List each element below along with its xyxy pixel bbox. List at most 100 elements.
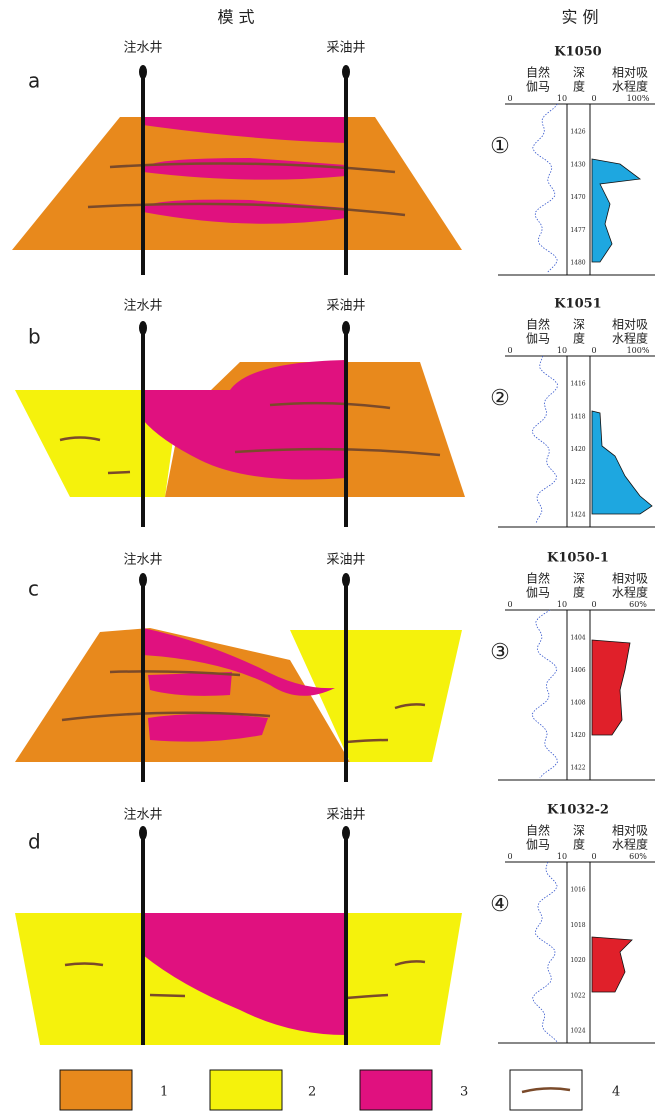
legend-swatch	[60, 1070, 132, 1110]
scale-label: 10	[557, 94, 567, 103]
absorb-profile	[592, 640, 630, 735]
case-number: ③	[490, 640, 510, 665]
depth-tick: 1477	[570, 227, 585, 234]
gamma-label: 自然	[526, 823, 550, 838]
injector-label: 注水井	[123, 808, 162, 823]
panel-label: b	[28, 325, 41, 349]
absorb-profile	[592, 937, 632, 992]
depth-tick: 1016	[570, 887, 585, 894]
gamma-curve	[533, 104, 558, 272]
well-head	[139, 65, 147, 79]
scale-label: 10	[557, 600, 567, 609]
absorb-profile	[592, 159, 640, 262]
depth-tick: 1018	[570, 922, 585, 929]
depth-tick: 1404	[570, 635, 585, 642]
producer-label: 采油井	[326, 808, 365, 823]
absorb-label: 相对吸	[612, 572, 648, 586]
gamma-label: 伽马	[526, 585, 550, 600]
depth-tick: 1480	[570, 260, 585, 267]
injector-label: 注水井	[123, 299, 162, 314]
example-header: 实 例	[561, 8, 598, 27]
scale-label: 100%	[627, 94, 650, 103]
depth-tick: 1406	[570, 667, 585, 674]
panel-label: a	[28, 69, 40, 93]
depth-label: 深	[573, 572, 585, 586]
case-number: ④	[490, 892, 510, 917]
legend-swatch	[510, 1070, 582, 1110]
panel-d-model	[15, 913, 462, 1045]
well-head	[342, 573, 350, 587]
scale-label: 100%	[627, 346, 650, 355]
absorb-label: 水程度	[612, 331, 648, 346]
gamma-curve	[532, 610, 557, 778]
depth-tick: 1020	[570, 957, 585, 964]
depth-tick: 1420	[570, 732, 585, 739]
legend-swatch	[360, 1070, 432, 1110]
gamma-label: 伽马	[526, 79, 550, 94]
model-header: 模 式	[217, 8, 254, 27]
scale-label: 0	[591, 852, 596, 861]
depth-tick: 1424	[570, 512, 585, 519]
producer-label: 采油井	[326, 41, 365, 56]
depth-label: 度	[573, 837, 585, 852]
diagram: 模 式 实 例	[0, 0, 666, 1120]
gamma-curve	[533, 862, 558, 1042]
depth-tick: 1422	[570, 765, 585, 772]
depth-tick: 1420	[570, 446, 585, 453]
legend-label: 4	[612, 1085, 620, 1100]
case-number: ①	[490, 134, 510, 159]
depth-label: 深	[573, 318, 585, 332]
depth-tick: 1024	[570, 1028, 585, 1035]
depth-label: 深	[573, 824, 585, 838]
depth-label: 深	[573, 66, 585, 80]
scale-label: 0	[507, 346, 512, 355]
scale-label: 0	[507, 600, 512, 609]
gamma-curve	[532, 356, 557, 524]
panel-c-model	[15, 628, 462, 762]
well-head	[342, 321, 350, 335]
producer-label: 采油井	[326, 553, 365, 568]
panel-label: c	[28, 577, 39, 601]
scale-label: 0	[591, 346, 596, 355]
scale-label: 0	[591, 600, 596, 609]
absorb-label: 相对吸	[612, 66, 648, 80]
absorb-label: 水程度	[612, 79, 648, 94]
well-head	[342, 65, 350, 79]
well-name: K1050-1	[547, 551, 609, 566]
absorb-profile	[592, 411, 652, 514]
depth-label: 度	[573, 585, 585, 600]
scale-label: 0	[591, 94, 596, 103]
scale-label: 0	[507, 94, 512, 103]
scale-label: 0	[507, 852, 512, 861]
depth-tick: 1416	[570, 381, 585, 388]
depth-label: 度	[573, 79, 585, 94]
well-name: K1051	[554, 297, 601, 312]
legend: 1 2 3 4	[60, 1070, 620, 1110]
legend-label: 3	[460, 1085, 468, 1100]
absorb-label: 相对吸	[612, 824, 648, 838]
absorb-label: 相对吸	[612, 318, 648, 332]
absorb-label: 水程度	[612, 585, 648, 600]
panel-label: d	[28, 830, 41, 854]
scale-label: 60%	[629, 852, 647, 861]
depth-label: 度	[573, 331, 585, 346]
absorb-label: 水程度	[612, 837, 648, 852]
case-number: ②	[490, 386, 510, 411]
legend-swatch	[210, 1070, 282, 1110]
gamma-label: 自然	[526, 571, 550, 586]
depth-tick: 1408	[570, 700, 585, 707]
depth-tick: 1430	[570, 161, 585, 168]
well-head	[139, 826, 147, 840]
well-head	[139, 321, 147, 335]
scale-label: 10	[557, 346, 567, 355]
injector-label: 注水井	[123, 553, 162, 568]
gamma-label: 伽马	[526, 837, 550, 852]
legend-label: 1	[160, 1085, 168, 1100]
depth-tick: 1426	[570, 129, 585, 136]
producer-label: 采油井	[326, 299, 365, 314]
depth-tick: 1022	[570, 992, 585, 999]
injector-label: 注水井	[123, 41, 162, 56]
scale-label: 60%	[629, 600, 647, 609]
panel-b-model	[15, 360, 465, 497]
well-name: K1050	[554, 45, 601, 60]
